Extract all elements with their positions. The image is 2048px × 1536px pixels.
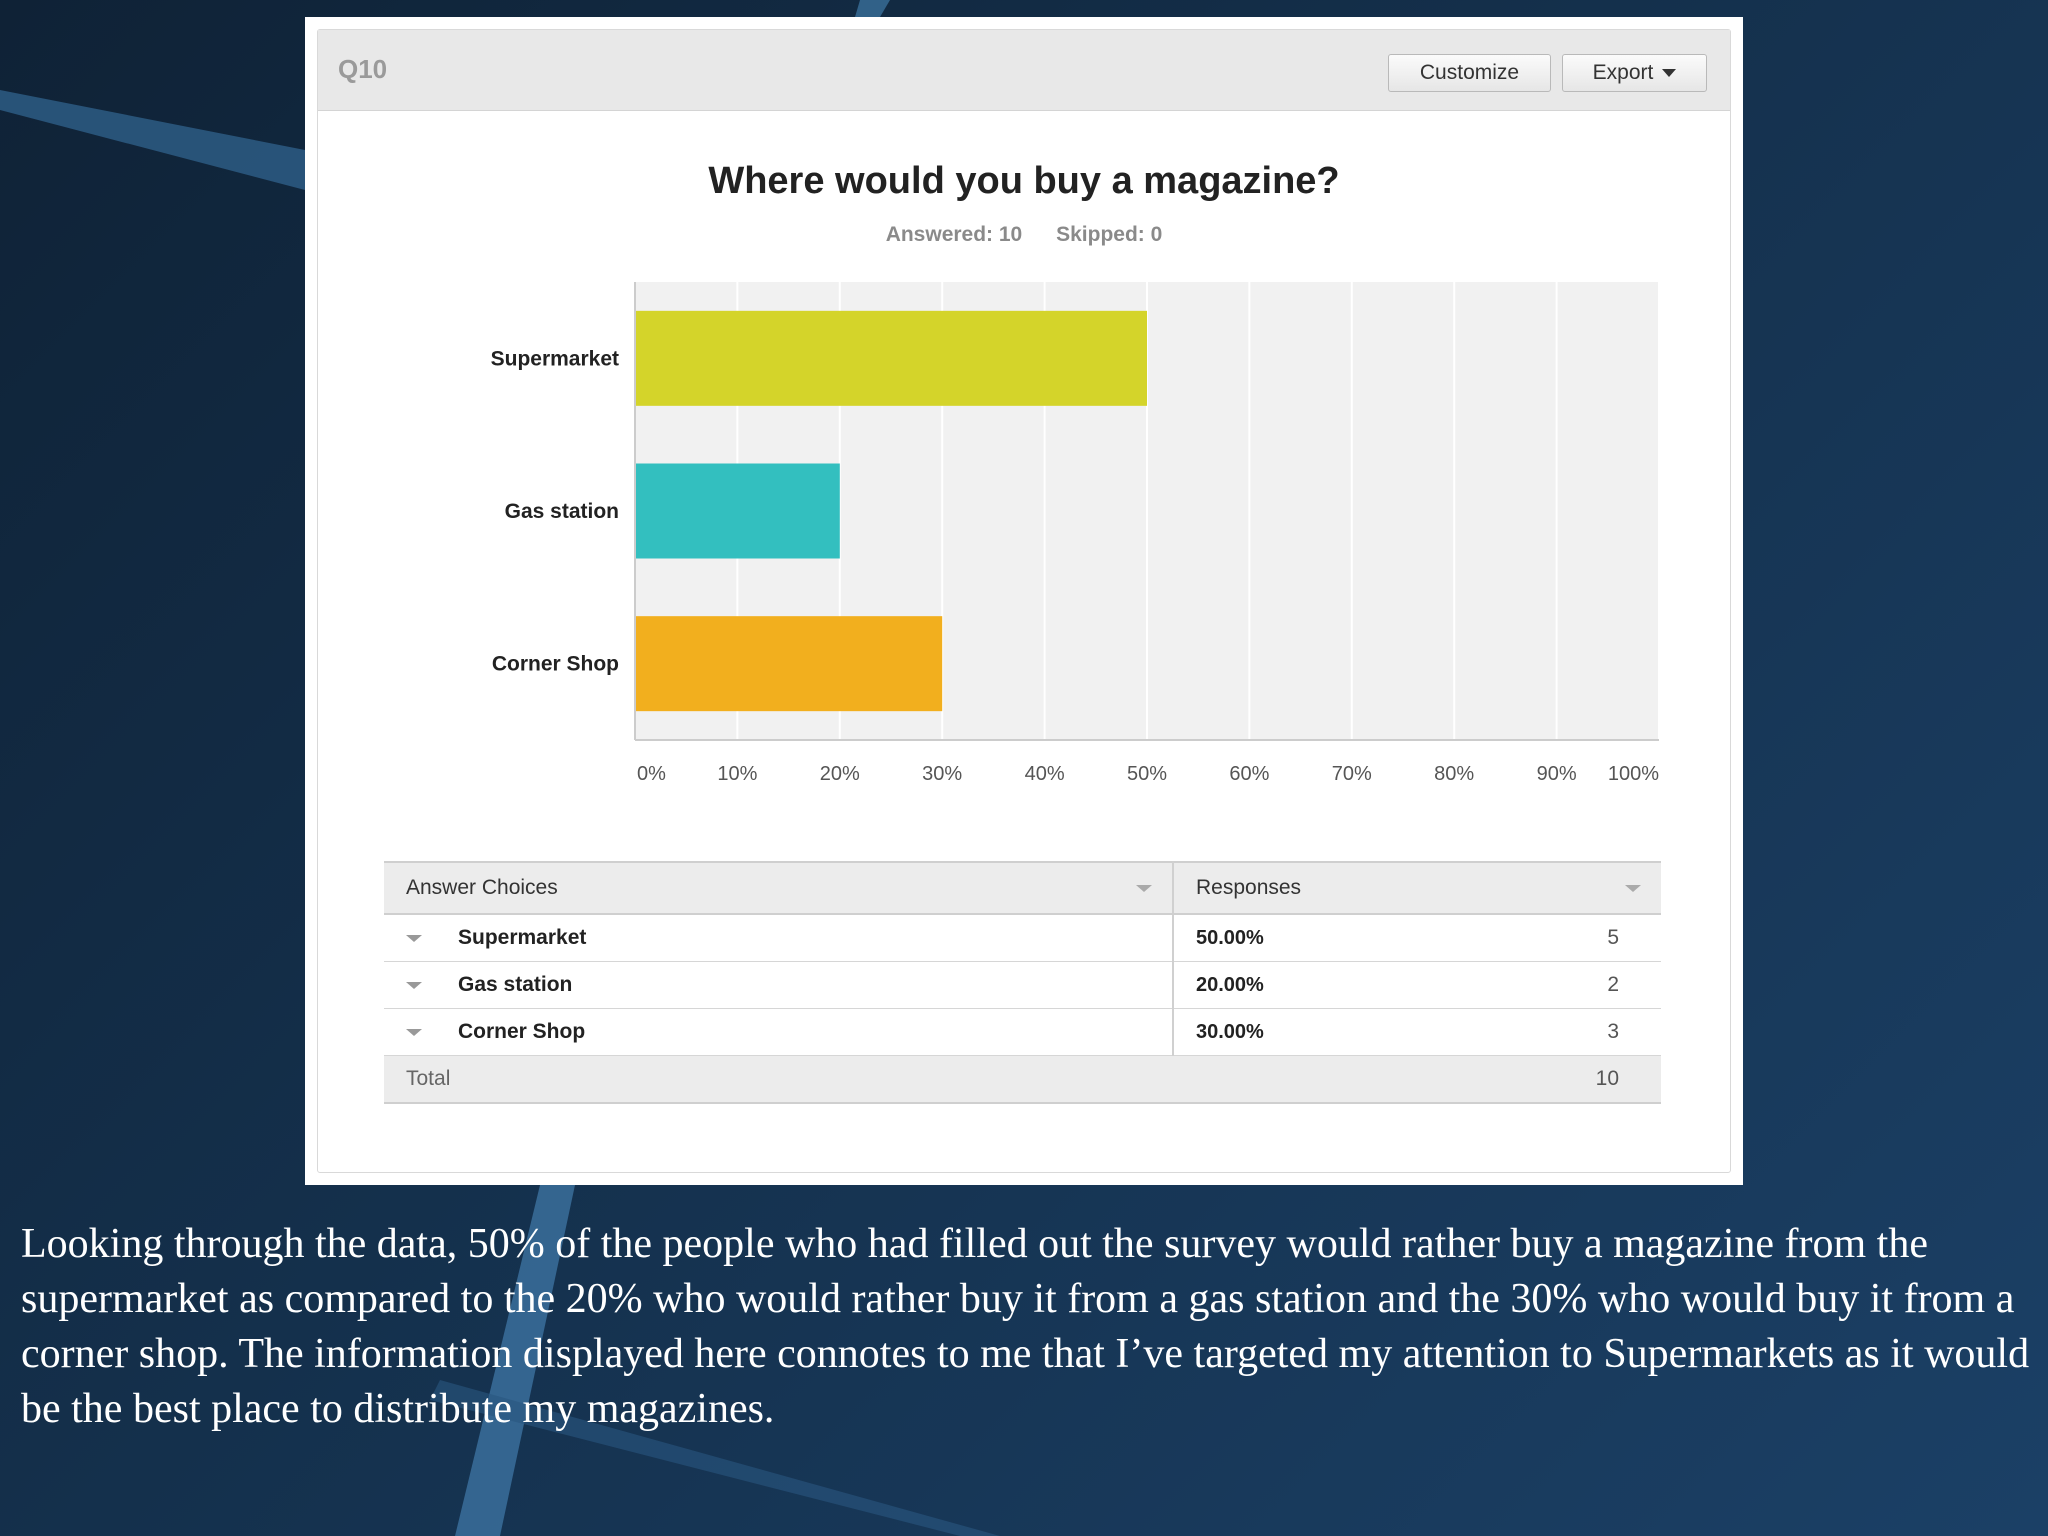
total-row: Total 10 bbox=[384, 1055, 1661, 1104]
response-count: 3 bbox=[1607, 1020, 1619, 1043]
response-percent: 20.00% bbox=[1196, 974, 1264, 996]
table-header-row: Answer Choices Responses bbox=[384, 861, 1661, 915]
category-label: Gas station bbox=[505, 500, 619, 523]
sort-arrow-icon[interactable] bbox=[1136, 885, 1152, 892]
response-percent: 50.00% bbox=[1196, 927, 1264, 949]
x-tick-label: 50% bbox=[1127, 763, 1167, 785]
response-cell: 50.00% 5 bbox=[1173, 914, 1661, 962]
response-count: 2 bbox=[1607, 973, 1619, 996]
expand-arrow-icon[interactable] bbox=[406, 981, 422, 989]
table-row: Gas station 20.00% 2 bbox=[384, 961, 1661, 1009]
export-label: Export bbox=[1592, 61, 1654, 84]
bar bbox=[636, 310, 1147, 406]
sort-arrow-icon[interactable] bbox=[1625, 885, 1641, 892]
response-cell: 30.00% 3 bbox=[1173, 1008, 1661, 1056]
expand-arrow-icon[interactable] bbox=[406, 1028, 422, 1036]
total-count: 10 bbox=[1595, 1067, 1619, 1090]
x-tick-label: 10% bbox=[717, 763, 757, 785]
x-tick-label: 90% bbox=[1537, 763, 1577, 785]
x-tick-label: 40% bbox=[1025, 763, 1065, 785]
question-label: Q10 bbox=[338, 54, 388, 84]
answer-choices-header-label: Answer Choices bbox=[406, 876, 558, 899]
bar bbox=[636, 616, 943, 712]
answer-label: Supermarket bbox=[458, 926, 587, 949]
answer-label: Gas station bbox=[458, 973, 573, 996]
x-tick-label: 20% bbox=[820, 763, 860, 785]
x-tick-label: 100% bbox=[1608, 763, 1659, 785]
x-tick-label: 0% bbox=[637, 763, 666, 785]
expand-arrow-icon[interactable] bbox=[406, 934, 422, 942]
survey-card: Q10 Customize Export Where would you buy… bbox=[317, 29, 1731, 1173]
x-tick-label: 30% bbox=[922, 763, 962, 785]
answer-choices-header[interactable]: Answer Choices bbox=[384, 861, 1174, 915]
panel-header: Q10 Customize Export bbox=[318, 30, 1730, 111]
total-label: Total bbox=[406, 1067, 451, 1090]
answer-cell: Supermarket bbox=[384, 914, 1174, 962]
response-stats: Answered: 10 Skipped: 0 bbox=[318, 223, 1730, 247]
responses-header[interactable]: Responses bbox=[1173, 861, 1661, 915]
bar bbox=[636, 463, 840, 559]
skipped-count: Skipped: 0 bbox=[1056, 223, 1163, 246]
export-button[interactable]: Export bbox=[1562, 54, 1707, 92]
response-count: 5 bbox=[1607, 926, 1619, 949]
response-cell: 20.00% 2 bbox=[1173, 961, 1661, 1009]
table-row: Supermarket 50.00% 5 bbox=[384, 914, 1661, 962]
answer-cell: Corner Shop bbox=[384, 1008, 1174, 1056]
total-cell: Total 10 bbox=[384, 1055, 1661, 1104]
x-tick-label: 60% bbox=[1229, 763, 1269, 785]
responses-header-label: Responses bbox=[1196, 876, 1302, 899]
x-tick-label: 80% bbox=[1434, 763, 1474, 785]
chevron-down-icon bbox=[1662, 69, 1677, 78]
customize-button[interactable]: Customize bbox=[1388, 54, 1551, 92]
category-label: Corner Shop bbox=[492, 653, 619, 676]
description-text: Looking through the data, 50% of the peo… bbox=[21, 1221, 2030, 1432]
x-tick-label: 70% bbox=[1332, 763, 1372, 785]
answered-count: Answered: 10 bbox=[885, 223, 1023, 246]
answer-label: Corner Shop bbox=[458, 1020, 586, 1043]
table-row: Corner Shop 30.00% 3 bbox=[384, 1008, 1661, 1056]
category-label: Supermarket bbox=[491, 347, 619, 370]
response-percent: 30.00% bbox=[1196, 1021, 1264, 1043]
survey-panel: Q10 Customize Export Where would you buy… bbox=[305, 17, 1743, 1185]
answer-cell: Gas station bbox=[384, 961, 1174, 1009]
responses-table: Answer Choices Responses Supermarket 50.… bbox=[384, 861, 1661, 1104]
bar-chart: 0% 10% 20% 30% 40% 50% 60% 70% 80% 90% 100% Superma… bbox=[491, 282, 1660, 785]
chart-title: Where would you buy a magazine? bbox=[708, 160, 1340, 202]
